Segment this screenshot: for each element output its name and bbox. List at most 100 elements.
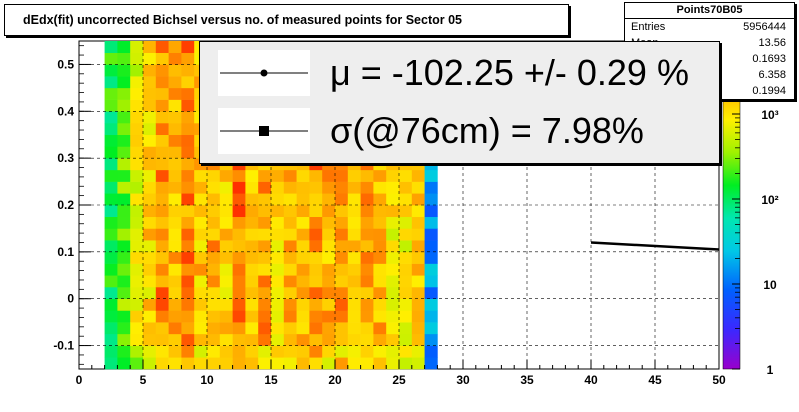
- heatmap-cell: [155, 111, 169, 124]
- heatmap-cell: [360, 322, 374, 335]
- heatmap-cell: [296, 310, 310, 323]
- heatmap-cell: [207, 357, 221, 370]
- heatmap-cell: [373, 193, 387, 206]
- heatmap-cell: [296, 322, 310, 335]
- heatmap-cell: [283, 205, 297, 218]
- stats-title: Points70B05: [625, 3, 794, 19]
- heatmap-cell: [347, 169, 361, 182]
- heatmap-cell: [155, 52, 169, 65]
- heatmap-cell: [104, 298, 118, 311]
- heatmap-cell: [232, 275, 246, 288]
- heatmap-cell: [283, 357, 297, 370]
- heatmap-cell: [258, 205, 272, 218]
- heatmap-cell: [245, 193, 259, 206]
- heatmap-cell: [309, 181, 323, 194]
- heatmap-cell: [347, 181, 361, 194]
- heatmap-cell: [245, 275, 259, 288]
- heatmap-cell: [130, 310, 144, 323]
- heatmap-cell: [232, 228, 246, 241]
- heatmap-cell: [296, 181, 310, 194]
- heatmap-cell: [322, 275, 336, 288]
- chart-title: dEdx(fit) uncorrected Bichsel versus no.…: [4, 4, 569, 36]
- heatmap-cell: [411, 263, 425, 276]
- heatmap-cell: [424, 205, 438, 218]
- heatmap-cell: [309, 169, 323, 182]
- heatmap-cell: [399, 240, 413, 253]
- heatmap-cell: [373, 263, 387, 276]
- heatmap-cell: [143, 310, 157, 323]
- heatmap-cell: [143, 205, 157, 218]
- heatmap-cell: [245, 251, 259, 264]
- heatmap-cell: [104, 193, 118, 206]
- heatmap-cell: [104, 134, 118, 147]
- heatmap-cell: [283, 287, 297, 300]
- heatmap-cell: [322, 287, 336, 300]
- heatmap-cell: [117, 240, 131, 253]
- heatmap-cell: [399, 322, 413, 335]
- heatmap-cell: [245, 345, 259, 358]
- heatmap-cell: [258, 357, 272, 370]
- heatmap-cell: [309, 322, 323, 335]
- heatmap-cell: [181, 87, 195, 100]
- heatmap-cell: [130, 216, 144, 229]
- heatmap-cell: [181, 76, 195, 89]
- heatmap-cell: [335, 240, 349, 253]
- heatmap-cell: [117, 263, 131, 276]
- heatmap-cell: [258, 193, 272, 206]
- circle-marker-icon: [218, 50, 310, 96]
- y-tick-label: 0.4: [57, 104, 74, 118]
- x-tick-label: 15: [264, 373, 278, 387]
- heatmap-cell: [271, 181, 285, 194]
- heatmap-cell: [386, 216, 400, 229]
- heatmap-cell: [207, 310, 221, 323]
- stats-key: Entries: [631, 21, 666, 33]
- heatmap-cell: [181, 333, 195, 346]
- heatmap-cell: [424, 193, 438, 206]
- heatmap-cell: [219, 298, 233, 311]
- heatmap-cell: [104, 240, 118, 253]
- heatmap-cell: [219, 322, 233, 335]
- heatmap-cell: [181, 263, 195, 276]
- heatmap-cell: [258, 287, 272, 300]
- heatmap-cell: [143, 216, 157, 229]
- heatmap-cell: [322, 263, 336, 276]
- heatmap-cell: [322, 228, 336, 241]
- heatmap-cell: [245, 240, 259, 253]
- heatmap-cell: [335, 287, 349, 300]
- heatmap-cell: [155, 216, 169, 229]
- heatmap-cell: [155, 87, 169, 100]
- heatmap-cell: [104, 275, 118, 288]
- heatmap-cell: [271, 193, 285, 206]
- heatmap-cell: [117, 357, 131, 370]
- heatmap-cell: [117, 310, 131, 323]
- heatmap-cell: [424, 298, 438, 311]
- heatmap-cell: [258, 228, 272, 241]
- heatmap-cell: [117, 169, 131, 182]
- heatmap-cell: [181, 345, 195, 358]
- heatmap-cell: [181, 134, 195, 147]
- heatmap-cell: [232, 181, 246, 194]
- heatmap-cell: [322, 333, 336, 346]
- heatmap-cell: [386, 310, 400, 323]
- x-tick-label: 25: [392, 373, 406, 387]
- legend-text-mu: μ = -102.25 +/- 0.29 %: [330, 52, 689, 93]
- heatmap-cell: [245, 263, 259, 276]
- heatmap-cell: [399, 193, 413, 206]
- heatmap-cell: [232, 216, 246, 229]
- heatmap-cell: [232, 193, 246, 206]
- heatmap-cell: [373, 322, 387, 335]
- heatmap-cell: [117, 181, 131, 194]
- heatmap-cell: [168, 298, 182, 311]
- heatmap-cell: [258, 310, 272, 323]
- x-tick-label: 50: [712, 373, 726, 387]
- heatmap-cell: [232, 345, 246, 358]
- heatmap-cell: [245, 228, 259, 241]
- heatmap-cell: [271, 333, 285, 346]
- heatmap-cell: [271, 169, 285, 182]
- heatmap-cell: [360, 275, 374, 288]
- heatmap-cell: [296, 275, 310, 288]
- heatmap-cell: [117, 134, 131, 147]
- heatmap-cell: [143, 76, 157, 89]
- heatmap-cell: [347, 345, 361, 358]
- heatmap-cell: [360, 228, 374, 241]
